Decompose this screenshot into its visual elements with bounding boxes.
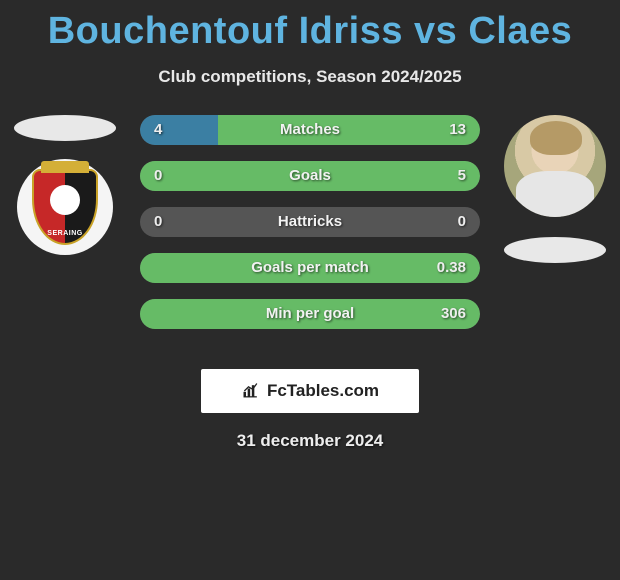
club-name-label: SERAING xyxy=(34,230,96,237)
page-title: Bouchentouf Idriss vs Claes xyxy=(0,0,620,53)
stat-label: Goals xyxy=(140,161,480,191)
stat-row: 0Goals5 xyxy=(140,161,480,191)
stat-value-right: 5 xyxy=(458,161,466,191)
player-left-avatar-placeholder xyxy=(14,115,116,141)
attribution-text: FcTables.com xyxy=(267,381,379,401)
stat-row: 4Matches13 xyxy=(140,115,480,145)
player-left-column: SERAING xyxy=(5,115,125,255)
subtitle: Club competitions, Season 2024/2025 xyxy=(0,67,620,87)
stat-value-right: 13 xyxy=(449,115,466,145)
club-shield-icon: SERAING xyxy=(32,169,98,245)
stat-value-right: 0 xyxy=(458,207,466,237)
date-label: 31 december 2024 xyxy=(0,431,620,451)
comparison-zone: SERAING 4Matches130Goals50Hattricks0Goal… xyxy=(0,115,620,345)
stat-label: Matches xyxy=(140,115,480,145)
stat-bars: 4Matches130Goals50Hattricks0Goals per ma… xyxy=(140,115,480,345)
player-right-avatar xyxy=(504,115,606,217)
stat-row: Goals per match0.38 xyxy=(140,253,480,283)
chart-icon xyxy=(241,381,261,401)
stat-label: Goals per match xyxy=(140,253,480,283)
stat-row: Min per goal306 xyxy=(140,299,480,329)
stat-value-right: 306 xyxy=(441,299,466,329)
stat-label: Hattricks xyxy=(140,207,480,237)
player-right-column xyxy=(495,115,615,263)
player-left-club-badge: SERAING xyxy=(17,159,113,255)
stat-value-right: 0.38 xyxy=(437,253,466,283)
stat-label: Min per goal xyxy=(140,299,480,329)
stat-row: 0Hattricks0 xyxy=(140,207,480,237)
player-right-club-placeholder xyxy=(504,237,606,263)
attribution-badge: FcTables.com xyxy=(201,369,419,413)
